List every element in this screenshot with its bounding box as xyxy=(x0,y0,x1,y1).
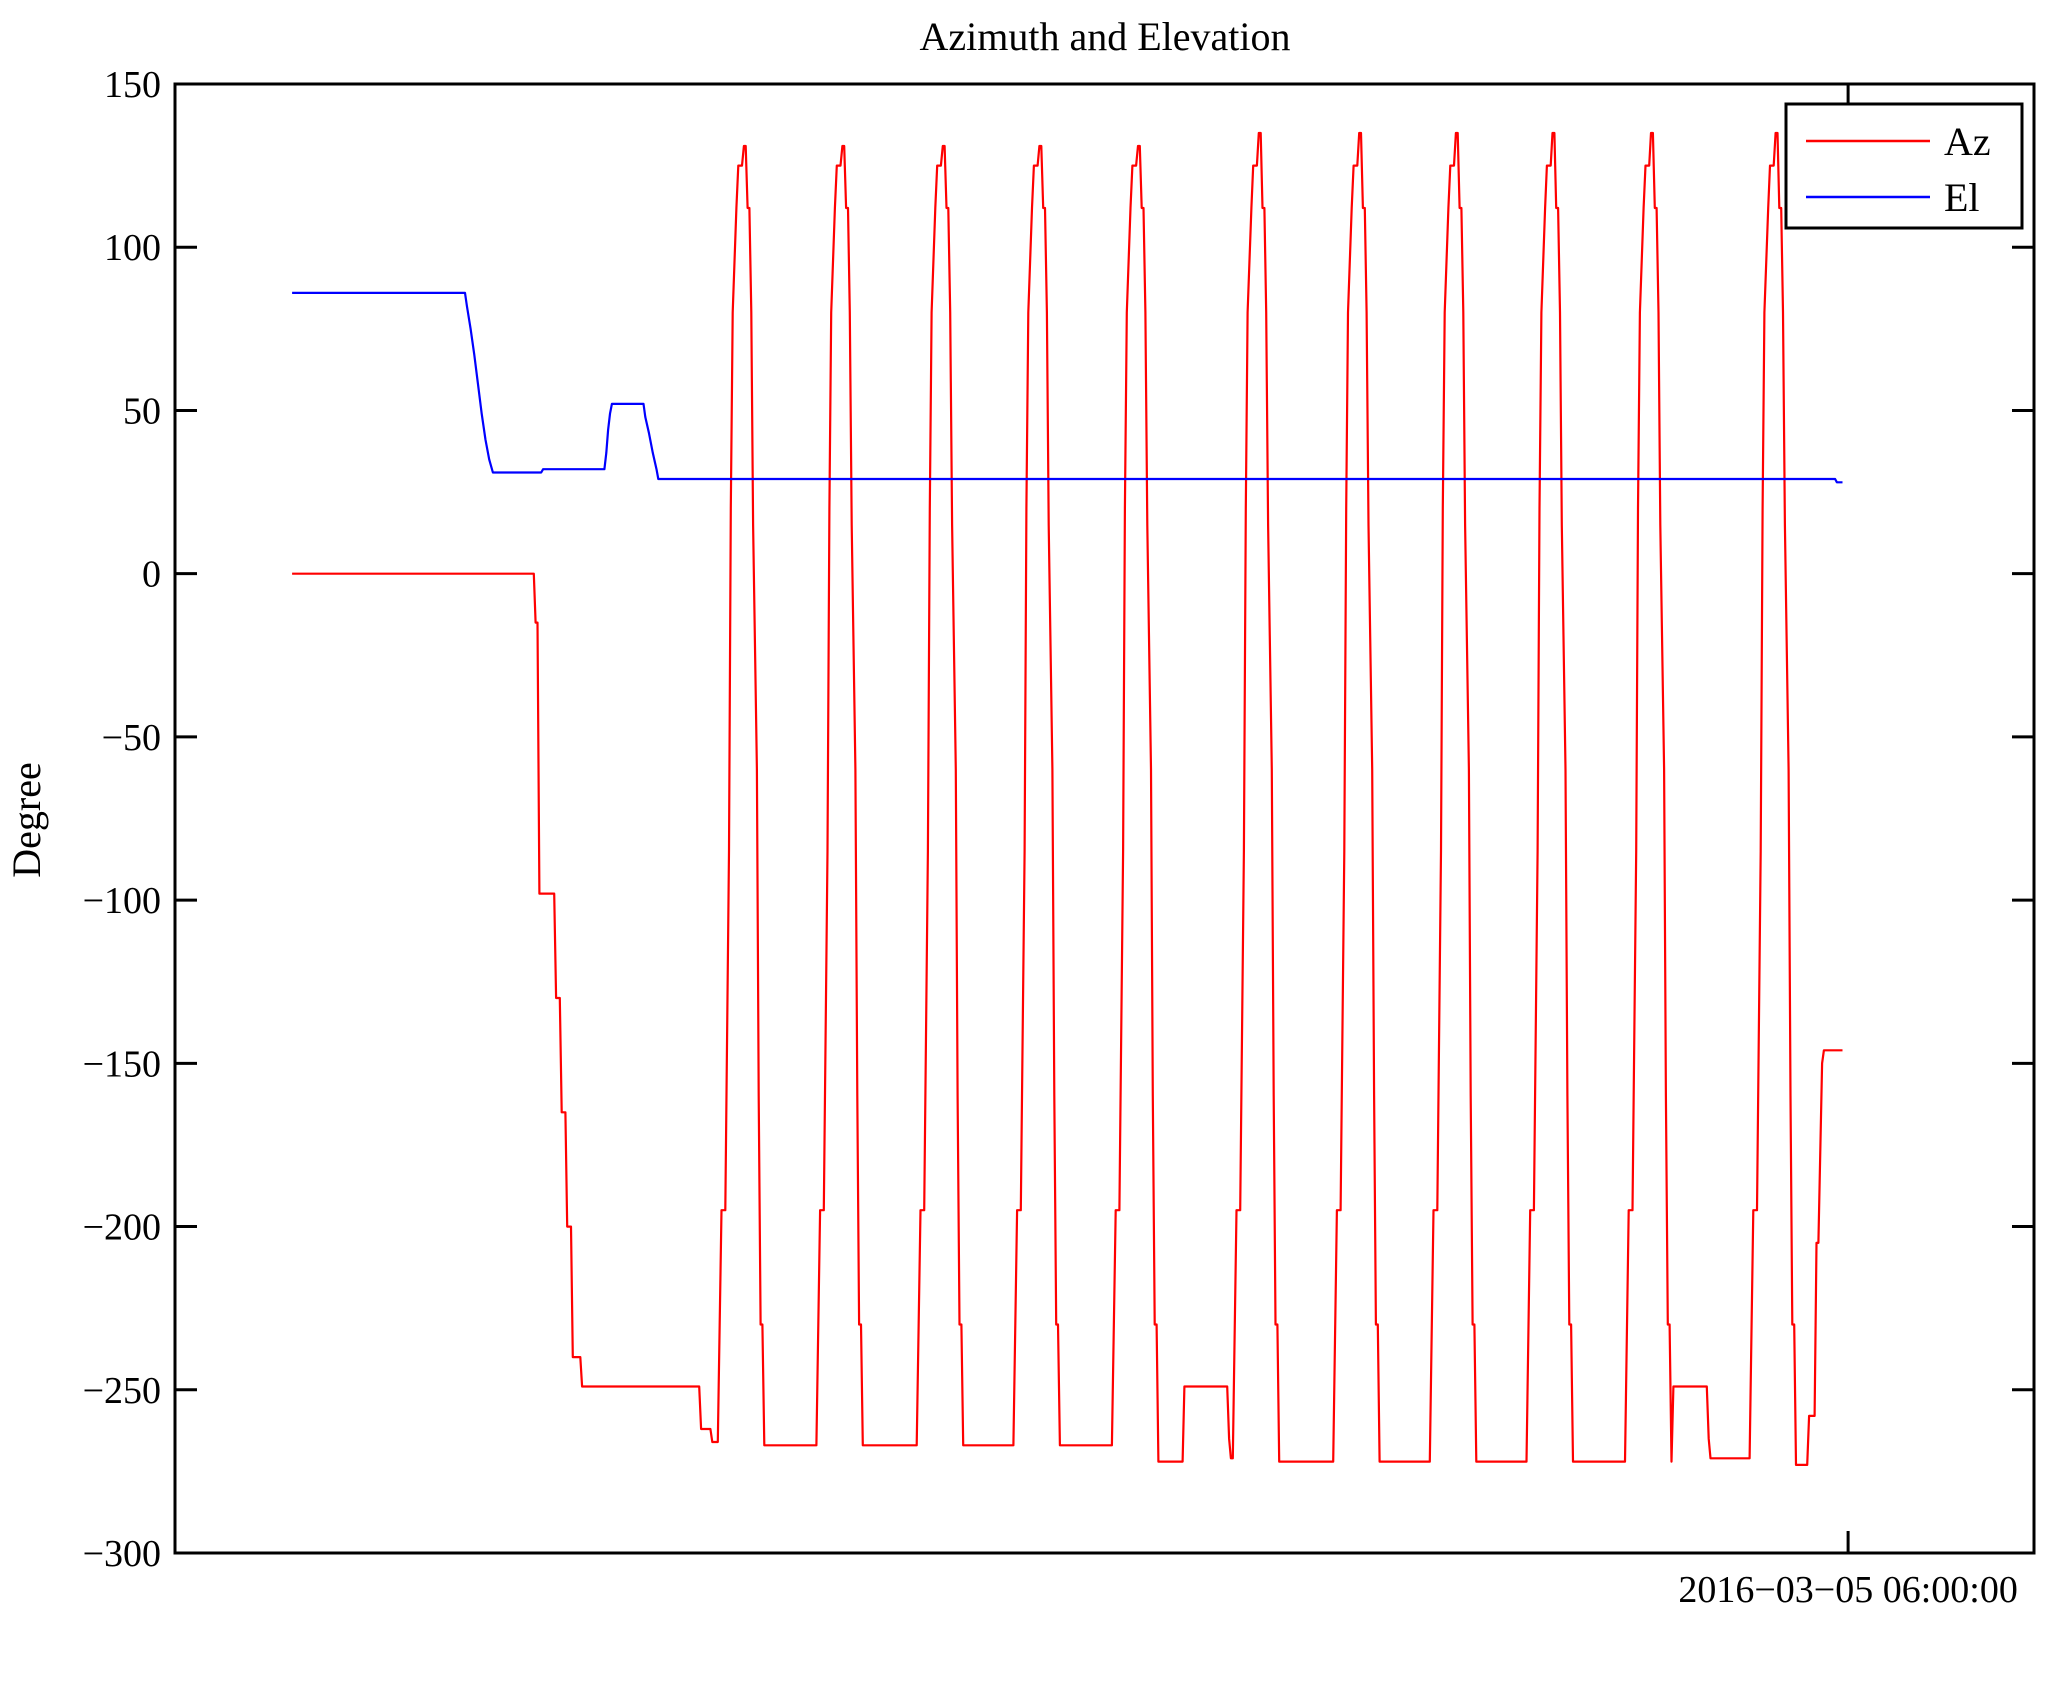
chart-title: Azimuth and Elevation xyxy=(919,14,1290,59)
y-tick-label: −250 xyxy=(83,1370,161,1412)
x-tick-label: 2016−03−05 06:00:00 xyxy=(1678,1569,2017,1611)
y-tick-label: −200 xyxy=(83,1207,161,1249)
axis-ticks xyxy=(175,82,2034,1555)
y-tick-label: 100 xyxy=(104,227,161,269)
y-axis-label: Degree xyxy=(4,762,49,877)
legend-az-label: Az xyxy=(1944,119,1991,164)
el-line xyxy=(292,291,1843,484)
plot-border xyxy=(173,82,2036,1555)
y-tick-label: −50 xyxy=(102,717,161,759)
legend-box xyxy=(1784,102,2024,230)
y-tick-label: 150 xyxy=(104,64,161,106)
az-line xyxy=(292,131,1843,1467)
legend-el-label: El xyxy=(1944,175,1980,220)
y-tick-label: −150 xyxy=(83,1043,161,1085)
legend: Az El xyxy=(1784,102,2024,230)
y-tick-label: −100 xyxy=(83,880,161,922)
y-tick-label: 50 xyxy=(123,390,161,432)
y-tick-label: 0 xyxy=(142,554,161,596)
y-tick-label: −300 xyxy=(83,1533,161,1575)
y-tick-labels: 150 100 50 0 −50 −100 −150 −200 −250 −300 xyxy=(83,64,161,1575)
